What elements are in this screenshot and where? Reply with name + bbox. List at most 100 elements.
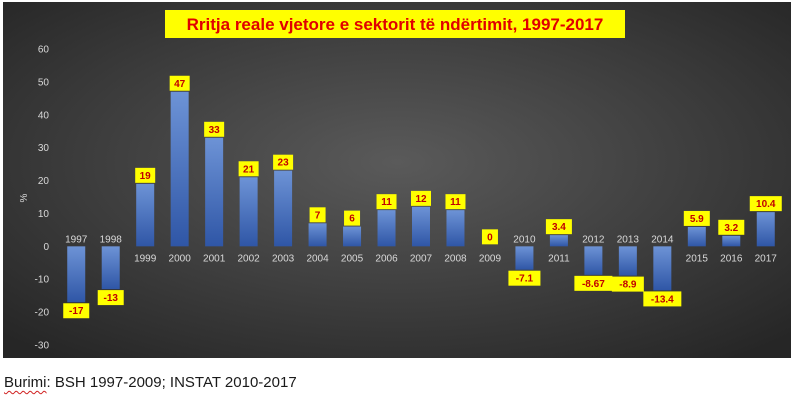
bar [101,246,120,290]
bar [446,210,465,247]
bar [653,246,672,291]
data-label-box [545,219,572,235]
data-label: 6 [349,214,355,225]
data-label: 19 [140,171,152,182]
bar [722,235,741,247]
x-tick-label: 1999 [134,253,157,264]
bar-series [67,91,775,303]
bar [67,246,86,303]
data-label: 11 [381,197,392,208]
y-tick-label: 10 [38,209,50,220]
data-label: 47 [174,79,186,90]
y-tick-label: 40 [38,110,50,121]
chart-svg: Rritja reale vjetore e sektorit të ndërt… [3,2,791,358]
y-tick-labels: 60 50 40 30 20 10 0 -10 -20 -30 [35,45,50,352]
data-label-box [643,291,682,307]
x-tick-label: 2000 [169,253,192,264]
bar [756,212,775,247]
data-label-box [97,290,124,306]
source-prefix: Burimi [4,374,47,391]
bar [170,91,189,247]
chart-title-box: Rritja reale vjetore e sektorit të ndërt… [165,10,625,38]
data-label: -17 [69,306,84,317]
x-tick-labels: 1997 1998 1999 2000 2001 2002 2003 2004 2005 2006… [65,234,777,264]
x-tick-label: 2003 [272,253,295,264]
data-label-box [749,196,782,212]
y-tick-label: 60 [38,45,50,56]
x-tick-label: 2012 [582,234,605,245]
bar [515,246,534,270]
bar [239,177,258,247]
data-label: 11 [450,197,461,208]
data-label: 12 [415,194,427,205]
data-label-box [574,275,613,291]
bar [618,246,637,276]
source-note: Burimi: BSH 1997-2009; INSTAT 2010-2017 [4,374,297,391]
data-label: -8.67 [582,279,605,290]
x-tick-label: 2016 [720,253,743,264]
bar [343,226,362,247]
data-label: -13 [103,293,118,304]
x-tick-label: 2002 [237,253,260,264]
y-axis-label: % [19,193,30,202]
data-label: 10.4 [756,199,776,210]
x-tick-label: 2007 [410,253,433,264]
bar [136,183,155,247]
data-label-box [611,276,644,292]
data-label-box [238,161,259,177]
data-label-box [445,194,466,210]
x-tick-label: 2006 [375,253,398,264]
bar [412,206,430,247]
x-tick-label: 2014 [651,234,674,245]
data-label: 21 [243,164,255,175]
x-tick-label: 1998 [100,234,123,245]
bar [549,235,568,247]
data-label-box [273,154,294,170]
data-label: -8.9 [619,280,637,291]
chart-title: Rritja reale vjetore e sektorit të ndërt… [187,15,604,34]
data-label: -13.4 [651,294,674,305]
y-tick-label: 30 [38,143,50,154]
data-label-box [204,121,225,137]
data-label: 33 [209,125,221,136]
y-tick-label: 0 [43,242,49,253]
y-tick-label: 50 [38,77,50,88]
data-label-box [169,75,190,91]
data-label: 3.2 [724,223,738,234]
chart: Rritja reale vjetore e sektorit të ndërt… [3,2,791,358]
bar [377,210,396,247]
x-tick-label: 2009 [479,253,502,264]
data-label: 3.4 [552,222,566,233]
x-tick-label: 2001 [203,253,226,264]
y-tick-label: -20 [35,308,50,319]
data-label: -7.1 [516,274,534,285]
bar [308,223,327,247]
data-label-box [135,167,156,183]
x-tick-label: 2013 [617,234,640,245]
data-label-box [309,207,326,223]
bar [205,137,224,247]
data-label: 7 [315,210,321,221]
x-tick-label: 1997 [65,234,88,245]
bar [687,226,706,247]
data-label: 5.9 [690,214,704,225]
x-tick-label: 2005 [341,253,364,264]
x-tick-label: 2015 [686,253,709,264]
data-label-box [63,303,90,319]
data-label: 23 [278,158,290,169]
data-label: 0 [487,232,493,243]
bar [274,170,293,247]
x-tick-label: 2004 [306,253,329,264]
data-label-box [411,190,431,206]
data-label-box [376,194,397,210]
x-tick-label: 2010 [513,234,536,245]
bar [584,246,603,275]
data-label-box [508,270,541,286]
data-label-box [683,210,710,226]
data-label-box [718,219,745,235]
data-label-box [481,229,498,245]
x-tick-label: 2011 [548,253,570,264]
y-tick-label: -10 [35,275,50,286]
y-tick-label: 20 [38,176,50,187]
y-tick-label: -30 [35,341,50,352]
